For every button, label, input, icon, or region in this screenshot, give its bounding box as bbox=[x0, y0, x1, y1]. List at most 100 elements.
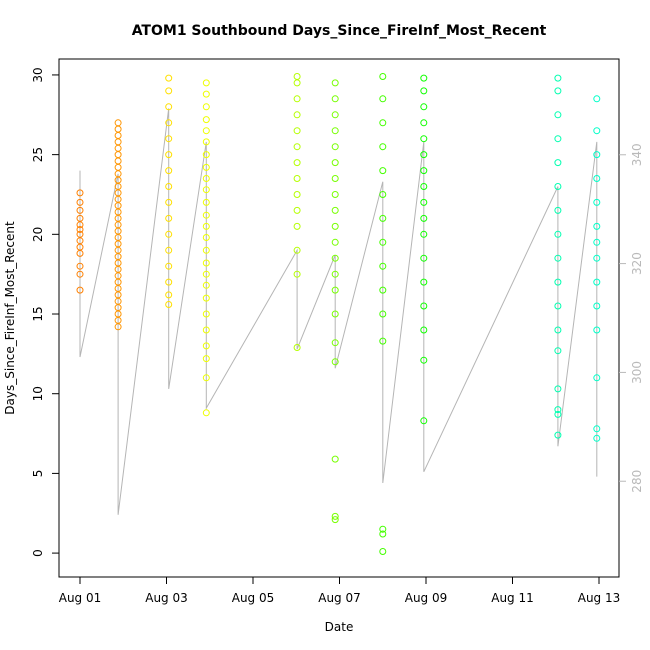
scatter-point bbox=[165, 230, 173, 238]
scatter-point bbox=[202, 198, 210, 206]
scatter-point bbox=[202, 409, 210, 417]
scatter-point bbox=[165, 246, 173, 254]
scatter-point bbox=[331, 516, 339, 524]
scatter-point bbox=[331, 339, 339, 347]
scatter-point bbox=[593, 127, 601, 135]
scatter-point bbox=[420, 326, 428, 334]
scatter-point bbox=[331, 95, 339, 103]
y-axis-label: Days_Since_FireInf_Most_Recent bbox=[3, 221, 17, 415]
scatter-point bbox=[420, 151, 428, 159]
y-left-tick-label: 5 bbox=[31, 470, 45, 478]
scatter-point bbox=[554, 135, 562, 143]
scatter-point bbox=[554, 183, 562, 190]
scatter-point bbox=[331, 358, 339, 366]
scatter-point bbox=[331, 79, 339, 87]
x-tick-label: Aug 13 bbox=[578, 591, 621, 605]
scatter-point bbox=[331, 127, 339, 135]
scatter-point bbox=[420, 87, 428, 95]
scatter-point bbox=[420, 167, 428, 175]
scatter-point bbox=[165, 214, 173, 222]
scatter-point bbox=[420, 183, 428, 190]
scatter-point bbox=[379, 286, 387, 294]
scatter-point bbox=[76, 286, 84, 294]
y-left-tick-label: 0 bbox=[31, 549, 45, 557]
scatter-point bbox=[114, 132, 122, 139]
scatter-point bbox=[202, 127, 210, 135]
scatter-point bbox=[76, 189, 84, 197]
scatter-point bbox=[165, 135, 173, 143]
scatter-point bbox=[554, 302, 562, 310]
y-left-tick-label: 30 bbox=[31, 67, 45, 82]
scatter-point bbox=[202, 163, 210, 171]
scatter-point bbox=[293, 79, 301, 87]
scatter-point bbox=[331, 270, 339, 278]
scatter-point bbox=[379, 95, 387, 103]
scatter-point bbox=[293, 270, 301, 278]
scatter-point bbox=[331, 455, 339, 463]
x-axis: Aug 01 Aug 03 Aug 05 Aug 07 Aug 09 Aug 11 Aug … bbox=[59, 576, 621, 605]
y-axis-left: 0 5 10 15 20 25 30 bbox=[31, 67, 59, 557]
y-left-tick-label: 20 bbox=[31, 227, 45, 242]
scatter-point bbox=[114, 151, 122, 159]
scatter-point bbox=[331, 286, 339, 294]
scatter-point bbox=[420, 198, 428, 206]
scatter-point bbox=[554, 278, 562, 286]
scatter-point bbox=[202, 374, 210, 382]
scatter-point bbox=[379, 214, 387, 222]
scatter-point bbox=[293, 206, 301, 214]
scatter-point bbox=[420, 74, 428, 82]
scatter-point bbox=[379, 525, 387, 533]
scatter-point bbox=[293, 246, 301, 254]
scatter-point bbox=[76, 262, 84, 270]
scatter-point bbox=[165, 183, 173, 190]
scatter-point bbox=[420, 417, 428, 425]
scatter-point bbox=[165, 198, 173, 206]
scatter-point bbox=[420, 135, 428, 143]
scatter-point bbox=[114, 144, 122, 152]
scatter-point bbox=[554, 230, 562, 238]
scatter-point bbox=[165, 262, 173, 270]
scatter-point bbox=[554, 347, 562, 355]
scatter-point bbox=[202, 355, 210, 363]
scatter-point bbox=[114, 163, 122, 171]
x-tick-label: Aug 03 bbox=[145, 591, 188, 605]
scatter-point bbox=[293, 127, 301, 135]
scatter-point bbox=[554, 111, 562, 119]
scatter-point bbox=[202, 222, 210, 230]
scatter-point bbox=[379, 548, 387, 555]
scatter-point bbox=[331, 238, 339, 246]
scatter-point bbox=[554, 87, 562, 95]
scatter-point bbox=[554, 410, 562, 418]
scatter-point bbox=[76, 214, 84, 222]
scatter-point bbox=[293, 175, 301, 182]
scatter-point bbox=[202, 270, 210, 278]
scatter-point bbox=[593, 175, 601, 182]
y-right-tick-label: 300 bbox=[630, 361, 644, 384]
scatter-point bbox=[593, 302, 601, 310]
scatter-point bbox=[554, 431, 562, 439]
scatter-point bbox=[379, 119, 387, 127]
scatter-point bbox=[114, 119, 122, 127]
scatter-point bbox=[331, 143, 339, 151]
y-left-tick-label: 10 bbox=[31, 386, 45, 401]
scatter-point bbox=[331, 191, 339, 198]
scatter-point bbox=[293, 191, 301, 198]
y-right-tick-label: 340 bbox=[630, 143, 644, 166]
scatter-point bbox=[379, 191, 387, 198]
scatter-point bbox=[593, 326, 601, 334]
scatter-point bbox=[593, 95, 601, 103]
scatter-point bbox=[293, 143, 301, 151]
scatter-point bbox=[114, 157, 122, 165]
scatter-point bbox=[202, 103, 210, 111]
scatter-point bbox=[114, 125, 122, 133]
scatter-point bbox=[554, 406, 562, 414]
y-right-tick-label: 320 bbox=[630, 252, 644, 275]
scatter-point bbox=[554, 254, 562, 262]
x-tick-label: Aug 05 bbox=[232, 591, 275, 605]
scatter-point bbox=[165, 103, 173, 111]
scatter-point bbox=[331, 512, 339, 520]
scatter-point bbox=[593, 374, 601, 382]
scatter-point bbox=[202, 211, 210, 219]
scatter-point bbox=[202, 246, 210, 254]
